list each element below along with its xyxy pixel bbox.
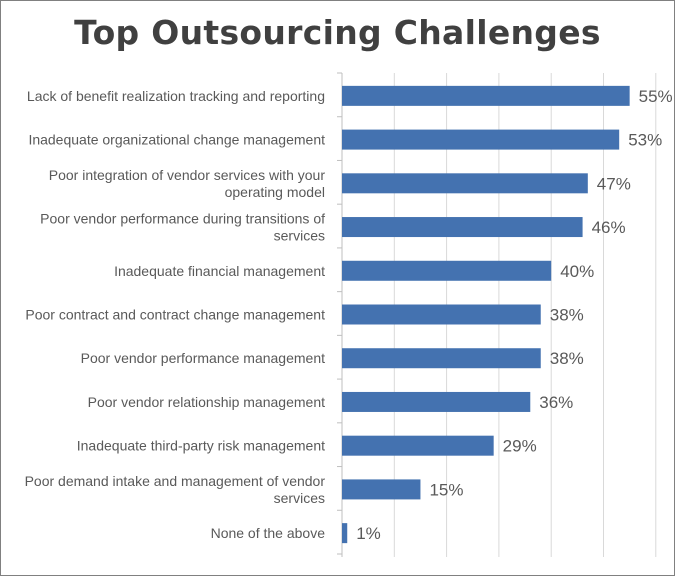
data-label: 38% [550,306,584,325]
category-label: Poor vendor relationship management [88,394,325,410]
bar [342,217,583,238]
bar [342,348,541,369]
data-label: 38% [550,349,584,368]
data-label: 1% [356,524,381,543]
data-label: 53% [628,131,662,150]
bar [342,523,348,544]
category-label: Poor integration of vendor services with… [49,167,326,183]
data-label: 40% [560,262,594,281]
bar [342,435,494,456]
category-label: Poor vendor performance management [81,350,325,366]
category-label: Inadequate organizational change managem… [28,132,325,148]
data-label: 46% [592,218,626,237]
bar [342,304,541,325]
category-label: Lack of benefit realization tracking and… [27,88,325,104]
category-label: Inadequate financial management [114,263,325,279]
category-label: None of the above [211,525,326,541]
bar [342,129,620,150]
category-label: services [274,490,325,506]
data-label: 15% [429,480,463,499]
chart-title: Top Outsourcing Challenges [74,13,601,52]
category-label: operating model [225,184,325,200]
category-label: Poor contract and contract change manage… [25,307,325,323]
bar [342,260,552,281]
bar [342,479,421,500]
category-label: Poor demand intake and management of ven… [25,473,326,489]
data-label: 55% [639,87,673,106]
data-label: 36% [539,393,573,412]
bar [342,85,630,106]
category-label: Inadequate third-party risk management [77,438,325,454]
category-label: services [274,228,325,244]
bar [342,391,531,412]
category-label: Poor vendor performance during transitio… [40,211,325,227]
bar [342,173,588,194]
data-label: 47% [597,174,631,193]
data-label: 29% [503,437,537,456]
